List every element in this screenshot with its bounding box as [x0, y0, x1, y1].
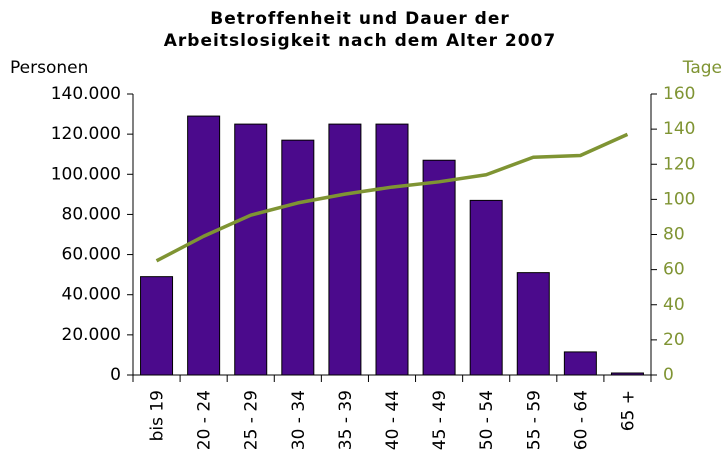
y-tick-label: 20.000 — [62, 325, 121, 345]
y-tick-label: 60.000 — [62, 245, 121, 265]
x-tick-label: 35 - 39 — [336, 390, 356, 450]
bar — [234, 123, 268, 376]
x-tick-label: 60 - 64 — [571, 390, 591, 450]
bar — [140, 276, 174, 376]
y2-axis-title: Tage — [682, 58, 722, 78]
bar — [187, 115, 221, 376]
bar — [469, 199, 503, 376]
y-tick-label: 80.000 — [62, 204, 121, 224]
bar — [563, 351, 597, 376]
y2-tick-label: 100 — [663, 189, 695, 209]
bar — [516, 272, 550, 376]
y2-tick-label: 80 — [663, 225, 685, 245]
bar — [422, 159, 456, 376]
x-tick-label: 40 - 44 — [383, 390, 403, 450]
y2-tick-label: 160 — [663, 84, 695, 104]
y-tick-label: 40.000 — [62, 285, 121, 305]
chart-title: Betroffenheit und Dauer der Arbeitslosig… — [163, 9, 557, 51]
bar — [281, 139, 315, 376]
y2-tick-label: 140 — [663, 119, 695, 139]
y-tick-label: 0 — [110, 365, 121, 385]
y2-tick-label: 120 — [663, 154, 695, 174]
bar — [328, 123, 362, 376]
y-tick-label: 100.000 — [51, 164, 121, 184]
x-tick-label: 65 + — [618, 390, 638, 431]
bar — [375, 123, 409, 376]
y-tick-label: 140.000 — [51, 84, 121, 104]
chart-title-box: Betroffenheit und Dauer der Arbeitslosig… — [40, 8, 680, 52]
y2-tick-label: 40 — [663, 295, 685, 315]
y2-tick-label: 0 — [663, 365, 674, 385]
y-axis-title: Personen — [10, 58, 88, 78]
x-tick-label: 55 - 59 — [524, 390, 544, 450]
x-tick-label: 25 - 29 — [242, 390, 262, 450]
y2-tick-label: 20 — [663, 330, 685, 350]
y2-tick-label: 60 — [663, 260, 685, 280]
x-tick-label: bis 19 — [148, 390, 168, 441]
y-tick-label: 120.000 — [51, 124, 121, 144]
x-tick-label: 45 - 49 — [430, 390, 450, 450]
x-tick-label: 50 - 54 — [477, 390, 497, 450]
x-tick-label: 30 - 34 — [289, 390, 309, 450]
x-tick-label: 20 - 24 — [195, 390, 215, 450]
line — [155, 132, 629, 263]
